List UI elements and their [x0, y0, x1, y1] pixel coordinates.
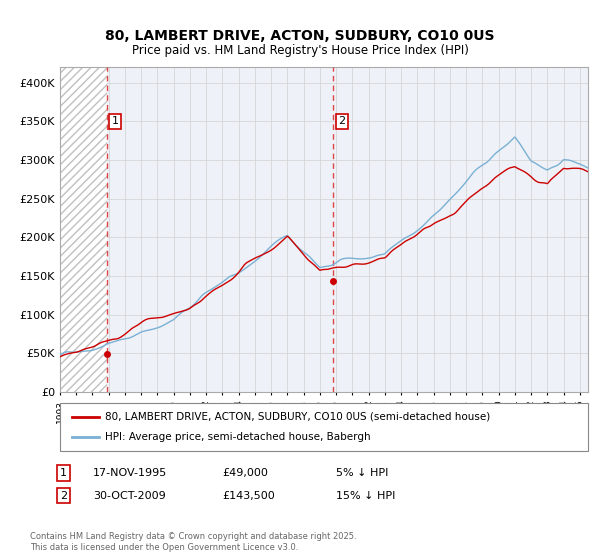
Text: 30-OCT-2009: 30-OCT-2009	[93, 491, 166, 501]
Text: 80, LAMBERT DRIVE, ACTON, SUDBURY, CO10 0US (semi-detached house): 80, LAMBERT DRIVE, ACTON, SUDBURY, CO10 …	[105, 412, 490, 422]
Text: 17-NOV-1995: 17-NOV-1995	[93, 468, 167, 478]
Text: £143,500: £143,500	[222, 491, 275, 501]
Text: 2: 2	[338, 116, 346, 127]
Text: 1: 1	[112, 116, 119, 127]
Text: £49,000: £49,000	[222, 468, 268, 478]
Text: HPI: Average price, semi-detached house, Babergh: HPI: Average price, semi-detached house,…	[105, 432, 371, 442]
Text: 80, LAMBERT DRIVE, ACTON, SUDBURY, CO10 0US: 80, LAMBERT DRIVE, ACTON, SUDBURY, CO10 …	[105, 29, 495, 44]
Text: 1: 1	[60, 468, 67, 478]
Text: 15% ↓ HPI: 15% ↓ HPI	[336, 491, 395, 501]
Bar	[60, 67, 107, 392]
Text: Price paid vs. HM Land Registry's House Price Index (HPI): Price paid vs. HM Land Registry's House …	[131, 44, 469, 57]
Text: 5% ↓ HPI: 5% ↓ HPI	[336, 468, 388, 478]
Text: 2: 2	[60, 491, 67, 501]
Text: Contains HM Land Registry data © Crown copyright and database right 2025.
This d: Contains HM Land Registry data © Crown c…	[30, 532, 356, 552]
